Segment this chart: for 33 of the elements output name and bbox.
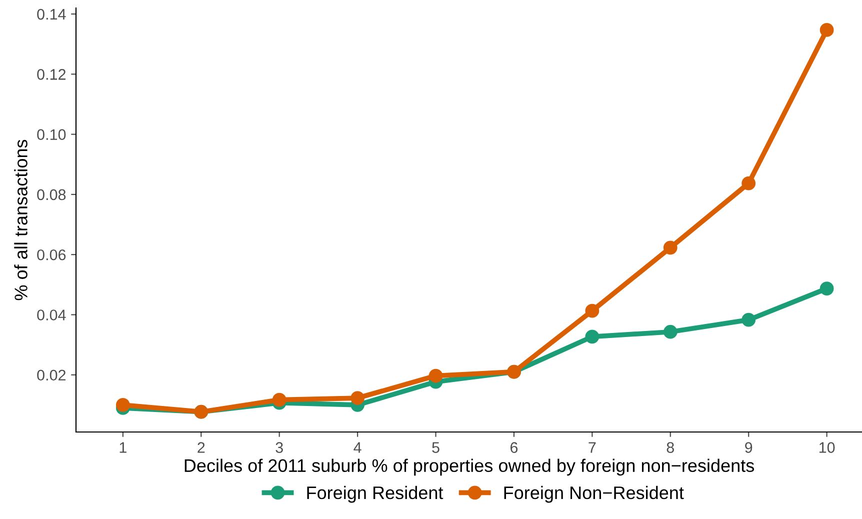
point	[820, 282, 834, 296]
point	[350, 391, 364, 405]
x-tick-label: 7	[588, 442, 596, 453]
y-tick-label: 0.10	[37, 129, 66, 140]
x-tick-label: 5	[432, 442, 440, 453]
point	[742, 176, 756, 190]
x-axis-title: Deciles of 2011 suburb % of properties owned by foreign non−residents	[184, 458, 754, 476]
point	[663, 324, 678, 339]
y-tick-label: 0.08	[37, 189, 66, 200]
y-tick-label: 0.12	[37, 69, 66, 80]
x-tick-label: 9	[745, 442, 752, 453]
x-tick-label: 2	[198, 442, 205, 453]
legend-label: Foreign Non−Resident	[504, 486, 684, 503]
x-tick-label: 6	[510, 442, 518, 453]
point	[116, 398, 130, 412]
y-tick-label: 0.06	[37, 249, 66, 260]
y-tick-label: 0.04	[37, 310, 66, 320]
point	[585, 304, 600, 318]
x-tick-label: 4	[354, 442, 362, 453]
x-tick-label: 1	[120, 442, 126, 453]
y-tick-label: 0.02	[37, 370, 66, 381]
x-tick-label: 8	[666, 442, 674, 453]
legend-label: Foreign Resident	[307, 486, 444, 503]
point	[272, 392, 286, 407]
point	[820, 23, 834, 37]
point	[585, 330, 600, 344]
x-tick-label: 3	[276, 442, 283, 453]
y-axis-title: % of all transactions	[14, 140, 28, 300]
y-tick-label: 0.14	[37, 8, 66, 20]
point	[428, 368, 443, 383]
point	[663, 240, 678, 255]
x-tick-label: 10	[819, 442, 835, 453]
point	[742, 312, 756, 327]
